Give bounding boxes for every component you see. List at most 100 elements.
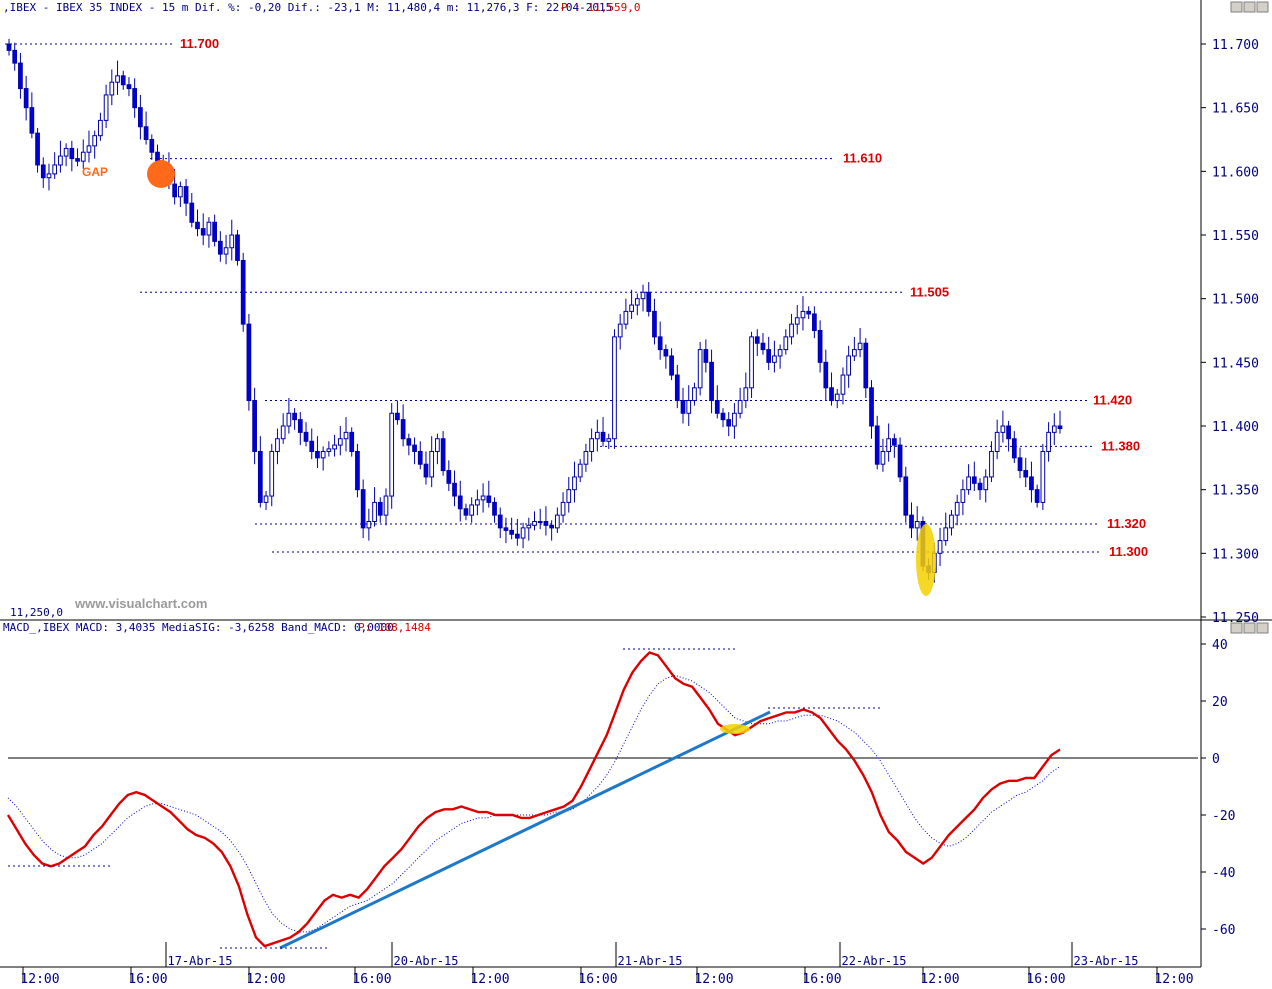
candle-bear <box>195 221 200 230</box>
candle-bull <box>1040 450 1046 503</box>
candle-bear <box>657 336 663 351</box>
candle-bear <box>549 524 554 529</box>
date-label: 21-Abr-15 <box>617 954 682 968</box>
candle-bear <box>309 440 315 452</box>
date-label: 22-Abr-15 <box>841 954 906 968</box>
candle-bear <box>652 310 657 338</box>
candle-bull <box>269 450 275 497</box>
macd-minimize-button[interactable] <box>1230 622 1243 634</box>
candle-bull <box>943 527 949 542</box>
candle-bear <box>303 431 309 442</box>
candle-bear <box>600 431 606 442</box>
candle-bear <box>463 508 469 516</box>
candle-bear <box>709 361 714 402</box>
candle-bear <box>829 387 834 402</box>
candle-bear <box>823 361 829 389</box>
candle-bear <box>720 412 726 421</box>
candle-bull <box>389 412 395 497</box>
candle-bull <box>629 304 634 312</box>
candle-bear <box>377 501 383 516</box>
macd-maximize-button[interactable] <box>1243 622 1256 634</box>
candle-bear <box>360 489 366 529</box>
time-label: 16:00 <box>578 972 617 987</box>
gap-label: GAP <box>82 165 108 179</box>
candle-bear <box>257 450 263 503</box>
candle-bear <box>395 412 400 421</box>
candle-bear <box>120 75 126 86</box>
candle-bull <box>686 400 692 414</box>
candle-bear <box>246 323 252 402</box>
candle-bull <box>480 495 486 501</box>
candle-bull <box>229 234 235 249</box>
candle-bull <box>320 450 326 459</box>
candle-bull <box>589 438 594 452</box>
maximize-button[interactable] <box>1243 1 1256 13</box>
candle-bear <box>349 431 355 452</box>
candle-bear <box>891 438 897 446</box>
candle-bear <box>138 107 143 128</box>
candle-bear <box>200 228 206 236</box>
candle-bull <box>372 501 377 522</box>
candle-bear <box>486 495 492 503</box>
candle-bull <box>566 489 572 503</box>
minimize-button[interactable] <box>1230 1 1243 13</box>
candle-bull <box>612 336 617 440</box>
low-label: 11,250,0 <box>10 606 63 619</box>
time-label: 12:00 <box>470 972 509 987</box>
candle-bull <box>520 527 526 539</box>
candle-bull <box>914 521 920 529</box>
candle-bull <box>52 164 58 175</box>
candle-bull <box>554 514 560 529</box>
time-label: 12:00 <box>694 972 733 987</box>
time-label: 12:00 <box>1154 972 1193 987</box>
signal-line <box>7 674 1061 933</box>
candle-bull <box>475 499 480 506</box>
candle-bear <box>714 400 720 414</box>
macd-tick-label: 40 <box>1212 638 1228 653</box>
candle-bull <box>606 438 612 442</box>
candle-bear <box>971 476 977 484</box>
level-label: 11.610 <box>843 151 882 166</box>
candle-bull <box>772 355 777 363</box>
candle-bear <box>1034 489 1040 503</box>
date-label: 23-Abr-15 <box>1073 954 1138 968</box>
candle-bear <box>977 482 983 491</box>
candle-bear <box>297 419 303 433</box>
level-label: 11.505 <box>910 284 949 299</box>
candle-bear <box>126 84 132 90</box>
annotations: GAP <box>82 160 936 596</box>
candle-bear <box>543 521 549 526</box>
gap-marker <box>147 160 175 188</box>
candle-bull <box>846 355 852 376</box>
candle-bull <box>332 444 337 450</box>
candle-bull <box>732 412 737 427</box>
candle-bull <box>640 291 646 300</box>
macd-window-buttons[interactable] <box>1230 622 1269 634</box>
price-tick-label: 11.350 <box>1212 484 1259 499</box>
close-button[interactable] <box>1256 1 1269 13</box>
candle-bear <box>18 62 23 90</box>
price-window-buttons[interactable] <box>1230 1 1269 13</box>
candle-bear <box>6 43 12 51</box>
candle-bull <box>789 323 794 338</box>
level-label: 11.300 <box>1109 544 1148 559</box>
candle-bull <box>800 310 806 319</box>
candle-bull <box>692 387 697 402</box>
candle-bull <box>429 450 435 478</box>
time-label: 12:00 <box>246 972 285 987</box>
candle-bull <box>617 323 623 338</box>
candle-bear <box>874 425 880 465</box>
macd-close-button[interactable] <box>1256 622 1269 634</box>
candle-bear <box>806 310 812 315</box>
candle-bear <box>423 463 429 478</box>
candle-bull <box>577 463 583 478</box>
candle-bear <box>235 234 240 261</box>
level-label: 11.320 <box>1107 516 1146 531</box>
candle-bull <box>634 298 640 306</box>
candle-bull <box>1000 425 1006 433</box>
candle-bull <box>80 151 86 162</box>
macd-trendline <box>279 710 771 950</box>
candle-bear <box>29 107 35 134</box>
